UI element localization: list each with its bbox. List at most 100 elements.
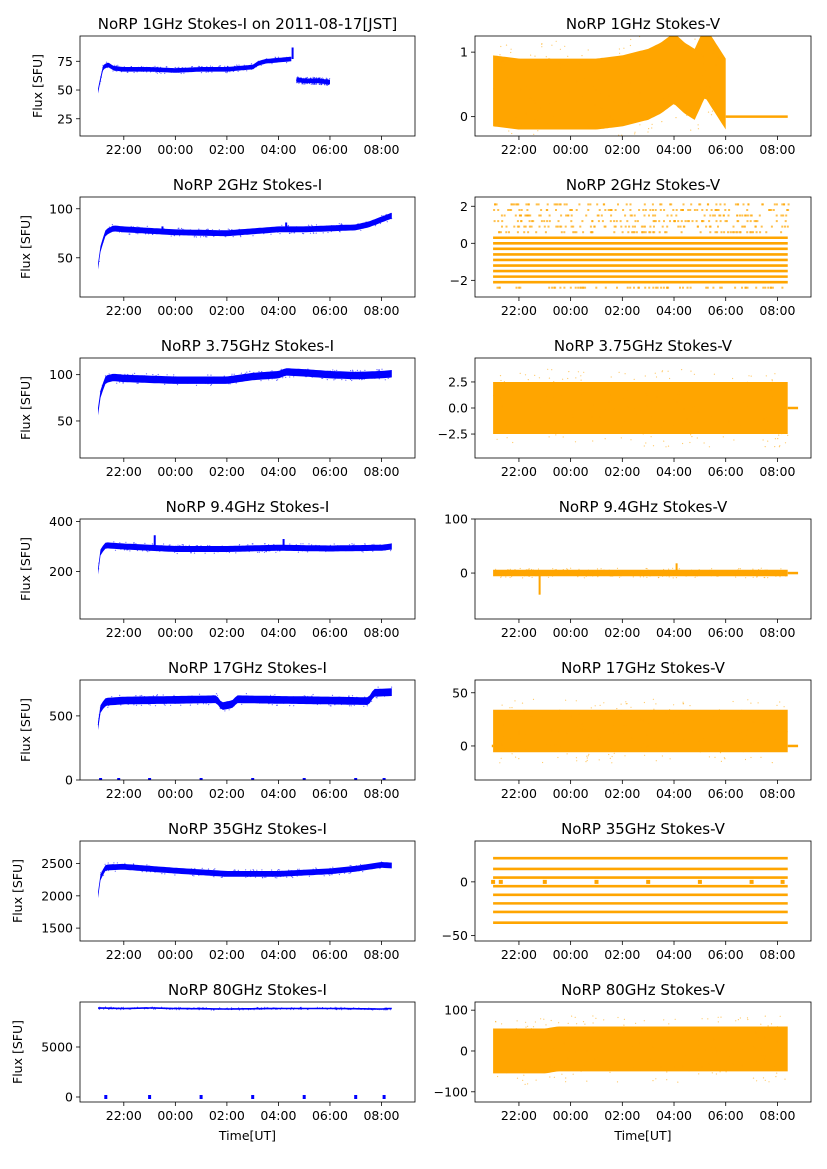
sparse-point: [769, 286, 772, 289]
axes-frame: [79, 35, 416, 137]
sparse-point: [746, 286, 749, 289]
y-axis-label: Flux [SFU]: [30, 54, 45, 118]
sparse-point: [515, 286, 518, 289]
plot-area: [491, 698, 799, 764]
sparse-point: [596, 214, 599, 217]
panel-17ghz-stokes-i: NoRP 17GHz Stokes-I 0 500 22:00 00:00 02:00 04…: [18, 659, 416, 801]
sparse-point: [755, 220, 757, 223]
sparse-point: [752, 231, 754, 234]
series-trace-scatter: [98, 1006, 392, 1011]
sparse-point: [557, 220, 560, 223]
x-tick-label: 22:00: [106, 303, 142, 318]
gap-dot: [302, 778, 306, 780]
plot-area: [98, 535, 392, 575]
sparse-point: [686, 220, 689, 223]
x-tick-label: 06:00: [312, 786, 348, 801]
x-tick-label: 04:00: [260, 464, 296, 479]
y-tick-label: 50: [57, 250, 73, 265]
series-trace-band: [98, 56, 292, 94]
sparse-point: [663, 209, 666, 211]
sparse-point: [746, 231, 749, 234]
gap-dot: [199, 1095, 203, 1099]
y-tick-label: −2: [450, 273, 468, 288]
sparse-point: [584, 286, 587, 289]
panel-80ghz-stokes-i: NoRP 80GHz Stokes-I 0 5000 22:00 00:00 02:00 0…: [10, 981, 416, 1143]
sparse-point: [749, 220, 752, 223]
sparse-point: [511, 203, 514, 206]
y-tick-label: 0: [65, 773, 73, 788]
gap-marker: [594, 879, 599, 884]
x-tick-label: 04:00: [260, 786, 296, 801]
axes-frame: [79, 196, 416, 298]
sparse-point: [653, 231, 656, 234]
sparse-point: [569, 209, 572, 211]
panel-title: NoRP 1GHz Stokes-V: [566, 15, 721, 33]
panel-title: NoRP 2GHz Stokes-I: [173, 176, 322, 194]
x-tick-label: 02:00: [209, 303, 245, 318]
sparse-point: [559, 203, 562, 206]
gap-dot: [99, 778, 103, 780]
x-tick-label: 00:00: [553, 142, 589, 157]
sparse-point: [524, 214, 527, 217]
sparse-point: [513, 203, 515, 206]
sparse-point: [501, 225, 503, 228]
sparse-point: [634, 225, 636, 228]
x-tick-label: 06:00: [708, 464, 744, 479]
sparse-point: [629, 286, 632, 289]
sparse-point: [569, 286, 572, 289]
x-tick-label: 08:00: [759, 142, 795, 157]
sparse-point: [579, 225, 582, 228]
sparse-point: [684, 220, 687, 223]
sparse-point: [782, 214, 785, 217]
gap-dot: [302, 1095, 306, 1099]
series-trace-scatter: [98, 541, 392, 570]
sparse-point: [559, 225, 562, 228]
sparse-point: [781, 286, 784, 289]
sparse-point: [559, 286, 562, 289]
sparse-point: [518, 209, 521, 211]
x-tick-label: 22:00: [501, 625, 537, 640]
gap-marker: [498, 879, 503, 884]
x-tick-label: 06:00: [708, 142, 744, 157]
gap-dot: [104, 1095, 108, 1099]
sparse-point: [736, 220, 739, 223]
x-tick-label: 00:00: [553, 786, 589, 801]
series-trace-band: [98, 862, 392, 899]
gap-dot: [354, 1095, 358, 1099]
sparse-point: [696, 209, 699, 211]
x-tick-label: 00:00: [553, 947, 589, 962]
sparse-point: [709, 231, 712, 234]
y-axis-label: Flux [SFU]: [18, 698, 33, 762]
series-trace-scatter: [493, 368, 789, 448]
sparse-point: [520, 209, 523, 211]
sparse-point: [497, 209, 500, 211]
sparse-point: [551, 286, 554, 289]
x-tick-label: 00:00: [553, 303, 589, 318]
sparse-point: [725, 220, 728, 223]
sparse-point: [712, 214, 715, 217]
sparse-point: [712, 286, 715, 289]
sparse-point: [738, 231, 741, 234]
x-tick-label: 08:00: [759, 947, 795, 962]
plot-area: [491, 856, 788, 925]
level-lines: [493, 203, 790, 289]
axes-frame: [79, 357, 416, 459]
sparse-point: [787, 203, 790, 206]
sparse-point: [603, 225, 606, 228]
sparse-point: [543, 220, 546, 223]
sparse-point: [513, 225, 516, 228]
sparse-point: [555, 225, 558, 228]
sparse-point: [535, 231, 538, 234]
sparse-point: [756, 220, 759, 223]
sparse-point: [672, 209, 675, 211]
x-tick-label: 00:00: [157, 303, 193, 318]
sparse-point: [633, 214, 636, 217]
sparse-point: [642, 209, 645, 211]
gap-dot: [382, 1095, 386, 1099]
x-tick-label: 02:00: [604, 303, 640, 318]
gap-dot: [382, 778, 386, 780]
sparse-point: [723, 231, 726, 234]
sparse-point: [648, 214, 650, 217]
sparse-point: [784, 225, 786, 228]
sparse-point: [745, 214, 747, 217]
